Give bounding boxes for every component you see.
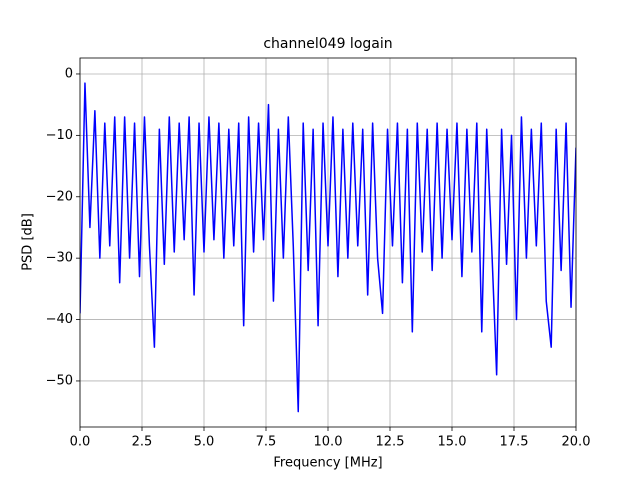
plot-area: 0.0 2.5 5.0 7.5 10.0 12.5 15.0 17.5 20.0 −50 −40 −3… [46,57,591,450]
x-tick-label: 15.0 [438,435,467,450]
chart-title: channel049 logain [263,36,392,52]
x-tick-label: 7.5 [256,435,277,450]
x-tick-label: 20.0 [562,435,591,450]
x-tick-label: 2.5 [132,435,153,450]
x-tick-label: 12.5 [376,435,405,450]
y-tick-label: −50 [46,373,73,388]
y-tick-label: −40 [46,312,73,327]
y-tick-label: 0 [65,66,73,81]
x-tick-label: 17.5 [500,435,529,450]
x-tick-label: 10.0 [314,435,343,450]
y-axis-label: PSD [dB] [21,213,36,271]
axes-frame [79,57,577,428]
y-tick-label: −30 [46,251,73,266]
x-tick-label: 0.0 [70,435,91,450]
x-tick-label: 5.0 [194,435,215,450]
data-line [80,82,576,413]
x-axis-label: Frequency [MHz] [273,456,382,471]
y-tick-label: −10 [46,128,73,143]
y-tick-label: −20 [46,189,73,204]
